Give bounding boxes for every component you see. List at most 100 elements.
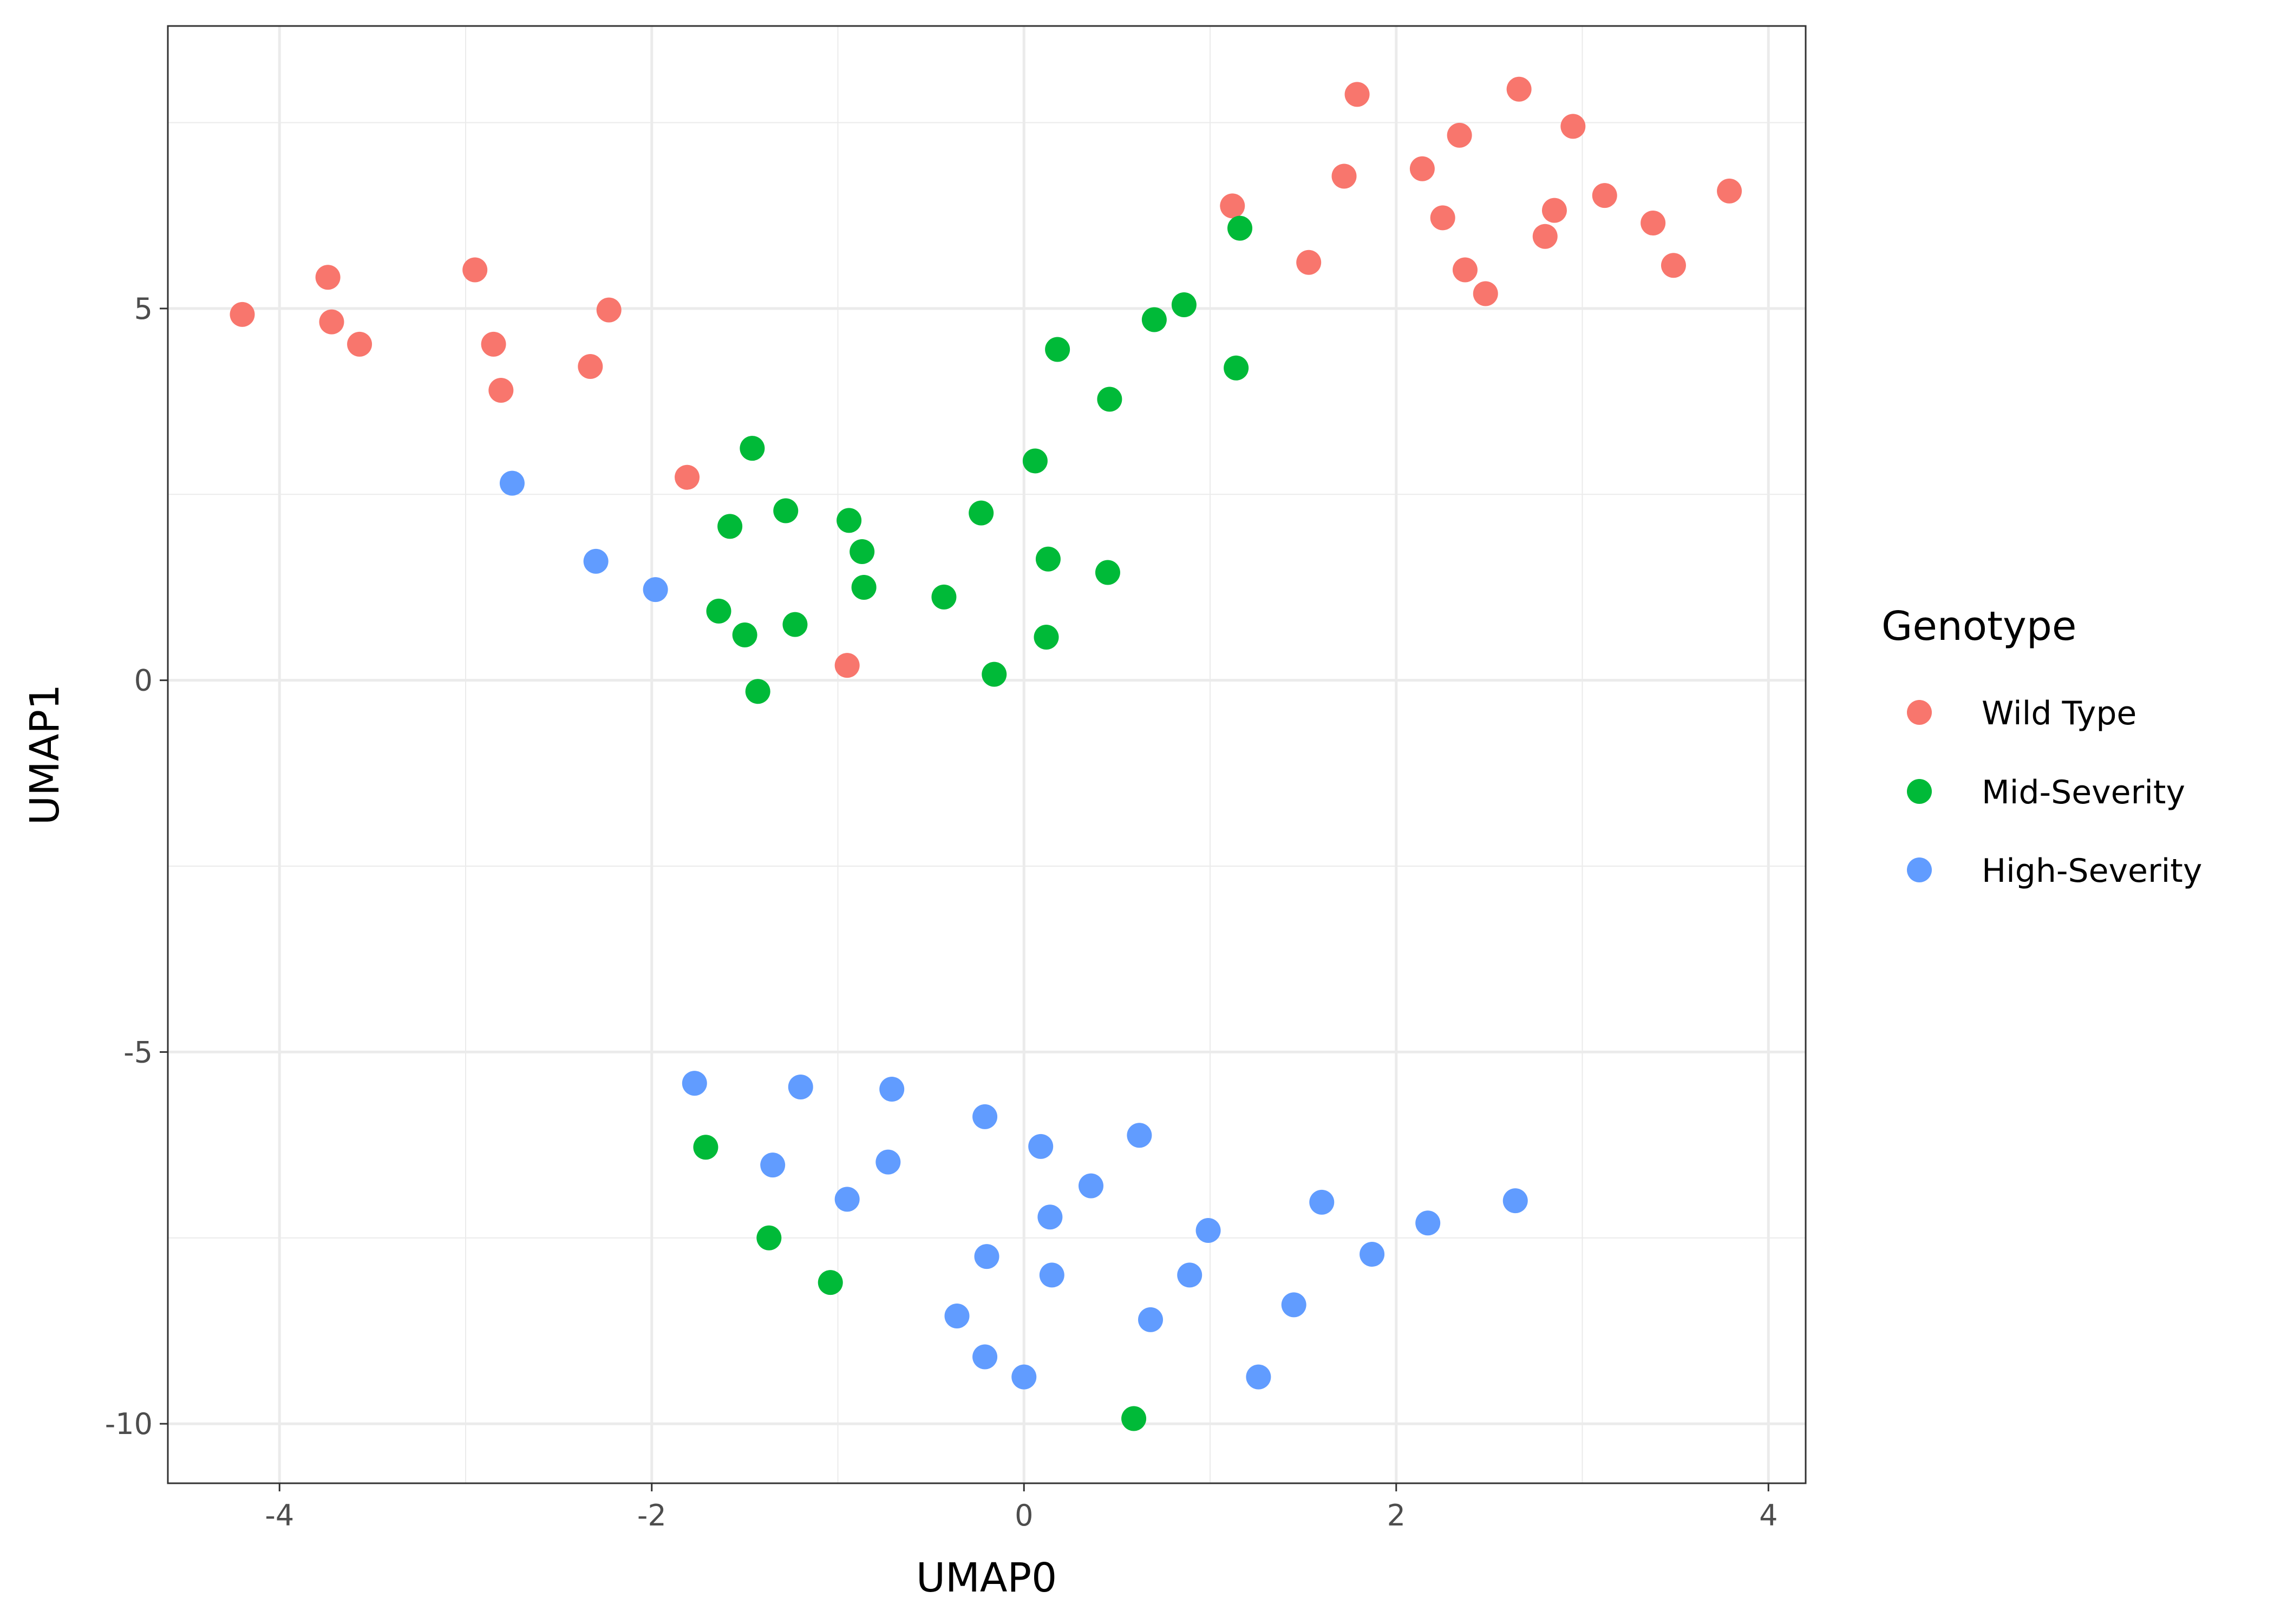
point-high-severity (974, 1244, 999, 1269)
point-high-severity (1028, 1134, 1054, 1159)
point-wild-type (1473, 281, 1498, 306)
point-wild-type (1344, 82, 1370, 107)
point-mid-severity (1171, 292, 1197, 318)
y-tick-label: 5 (134, 292, 153, 326)
point-mid-severity (782, 612, 808, 637)
point-mid-severity (1121, 1406, 1147, 1431)
x-axis-ticks: -4 -2 0 2 4 (265, 1483, 1778, 1533)
point-high-severity (1177, 1262, 1203, 1288)
point-wild-type (481, 331, 506, 357)
point-mid-severity (717, 514, 743, 539)
point-wild-type (230, 302, 255, 327)
point-high-severity (1195, 1218, 1221, 1243)
point-mid-severity (969, 500, 994, 526)
point-mid-severity (745, 679, 770, 704)
point-mid-severity (850, 539, 875, 565)
point-high-severity (834, 1187, 860, 1212)
point-wild-type (834, 653, 860, 678)
x-tick-label: 4 (1759, 1498, 1778, 1533)
minor-gridlines (168, 26, 1806, 1483)
point-mid-severity (732, 622, 757, 647)
point-mid-severity (773, 498, 799, 523)
point-wild-type (1532, 224, 1558, 249)
point-mid-severity (1035, 546, 1061, 572)
point-high-severity (788, 1074, 813, 1099)
point-high-severity (1281, 1292, 1306, 1318)
point-wild-type (347, 331, 373, 357)
legend-label-mid-severity: Mid-Severity (1982, 774, 2185, 811)
point-mid-severity (1034, 624, 1059, 650)
point-high-severity (682, 1071, 707, 1096)
point-mid-severity (1022, 448, 1048, 474)
legend-key-high-severity (1907, 857, 1932, 882)
point-mid-severity (1095, 560, 1120, 585)
legend-key-wild-type (1907, 700, 1932, 725)
legend-item-high-severity: High-Severity (1907, 852, 2202, 890)
point-wild-type (1296, 250, 1322, 275)
point-wild-type (315, 265, 341, 290)
x-tick-label: 2 (1387, 1498, 1406, 1533)
point-wild-type (596, 297, 622, 323)
point-mid-severity (1224, 355, 1249, 381)
point-high-severity (1246, 1364, 1271, 1390)
x-axis-title: UMAP0 (916, 1555, 1057, 1601)
y-axis-ticks: -10 -5 0 5 (105, 292, 168, 1441)
point-mid-severity (756, 1225, 782, 1250)
point-mid-severity (931, 584, 957, 610)
point-mid-severity (740, 436, 765, 461)
plot-border (167, 25, 1807, 1484)
point-high-severity (1415, 1210, 1441, 1236)
point-high-severity (875, 1149, 901, 1175)
point-high-severity (972, 1104, 998, 1129)
legend-title: Genotype (1881, 603, 2076, 650)
point-wild-type (1541, 198, 1567, 223)
point-mid-severity (1141, 307, 1167, 332)
point-high-severity (1037, 1204, 1063, 1230)
point-wild-type (1717, 178, 1742, 204)
legend-key-mid-severity (1907, 779, 1932, 804)
point-mid-severity (818, 1270, 843, 1295)
point-mid-severity (706, 598, 731, 624)
y-tick-label: 0 (134, 664, 153, 698)
point-mid-severity (982, 662, 1007, 687)
y-axis-title: UMAP1 (22, 684, 68, 825)
point-high-severity (499, 470, 525, 496)
point-high-severity (1360, 1241, 1385, 1267)
y-tick-label: -5 (123, 1035, 153, 1069)
point-high-severity (1011, 1364, 1037, 1390)
point-wild-type (1447, 122, 1472, 148)
point-high-severity (643, 577, 668, 603)
point-high-severity (760, 1152, 786, 1178)
point-high-severity (1079, 1173, 1103, 1199)
point-high-severity (1039, 1262, 1064, 1288)
point-mid-severity (693, 1135, 718, 1160)
point-wild-type (1331, 163, 1357, 189)
plot-panel (168, 26, 1806, 1483)
point-mid-severity (1227, 215, 1252, 241)
point-wild-type (1560, 114, 1586, 139)
point-high-severity (1309, 1189, 1335, 1215)
point-wild-type (462, 257, 488, 283)
point-high-severity (944, 1303, 970, 1328)
point-wild-type (1661, 253, 1686, 278)
legend-label-wild-type: Wild Type (1982, 695, 2136, 732)
legend-label-high-severity: High-Severity (1982, 852, 2202, 890)
point-high-severity (1127, 1123, 1152, 1148)
point-wild-type (1641, 210, 1666, 235)
point-wild-type (1220, 193, 1245, 219)
point-mid-severity (851, 574, 877, 600)
point-mid-severity (1045, 337, 1070, 362)
point-mid-severity (1097, 387, 1122, 412)
point-wild-type (488, 378, 514, 403)
point-wild-type (1592, 183, 1617, 208)
legend-item-wild-type: Wild Type (1907, 695, 2136, 732)
x-tick-label: -2 (637, 1498, 666, 1533)
y-tick-label: -10 (105, 1407, 153, 1441)
x-tick-label: -4 (265, 1498, 294, 1533)
point-wild-type (1452, 257, 1478, 283)
point-high-severity (583, 548, 609, 574)
point-wild-type (1506, 76, 1532, 102)
point-high-severity (879, 1077, 905, 1102)
point-wild-type (319, 309, 344, 335)
